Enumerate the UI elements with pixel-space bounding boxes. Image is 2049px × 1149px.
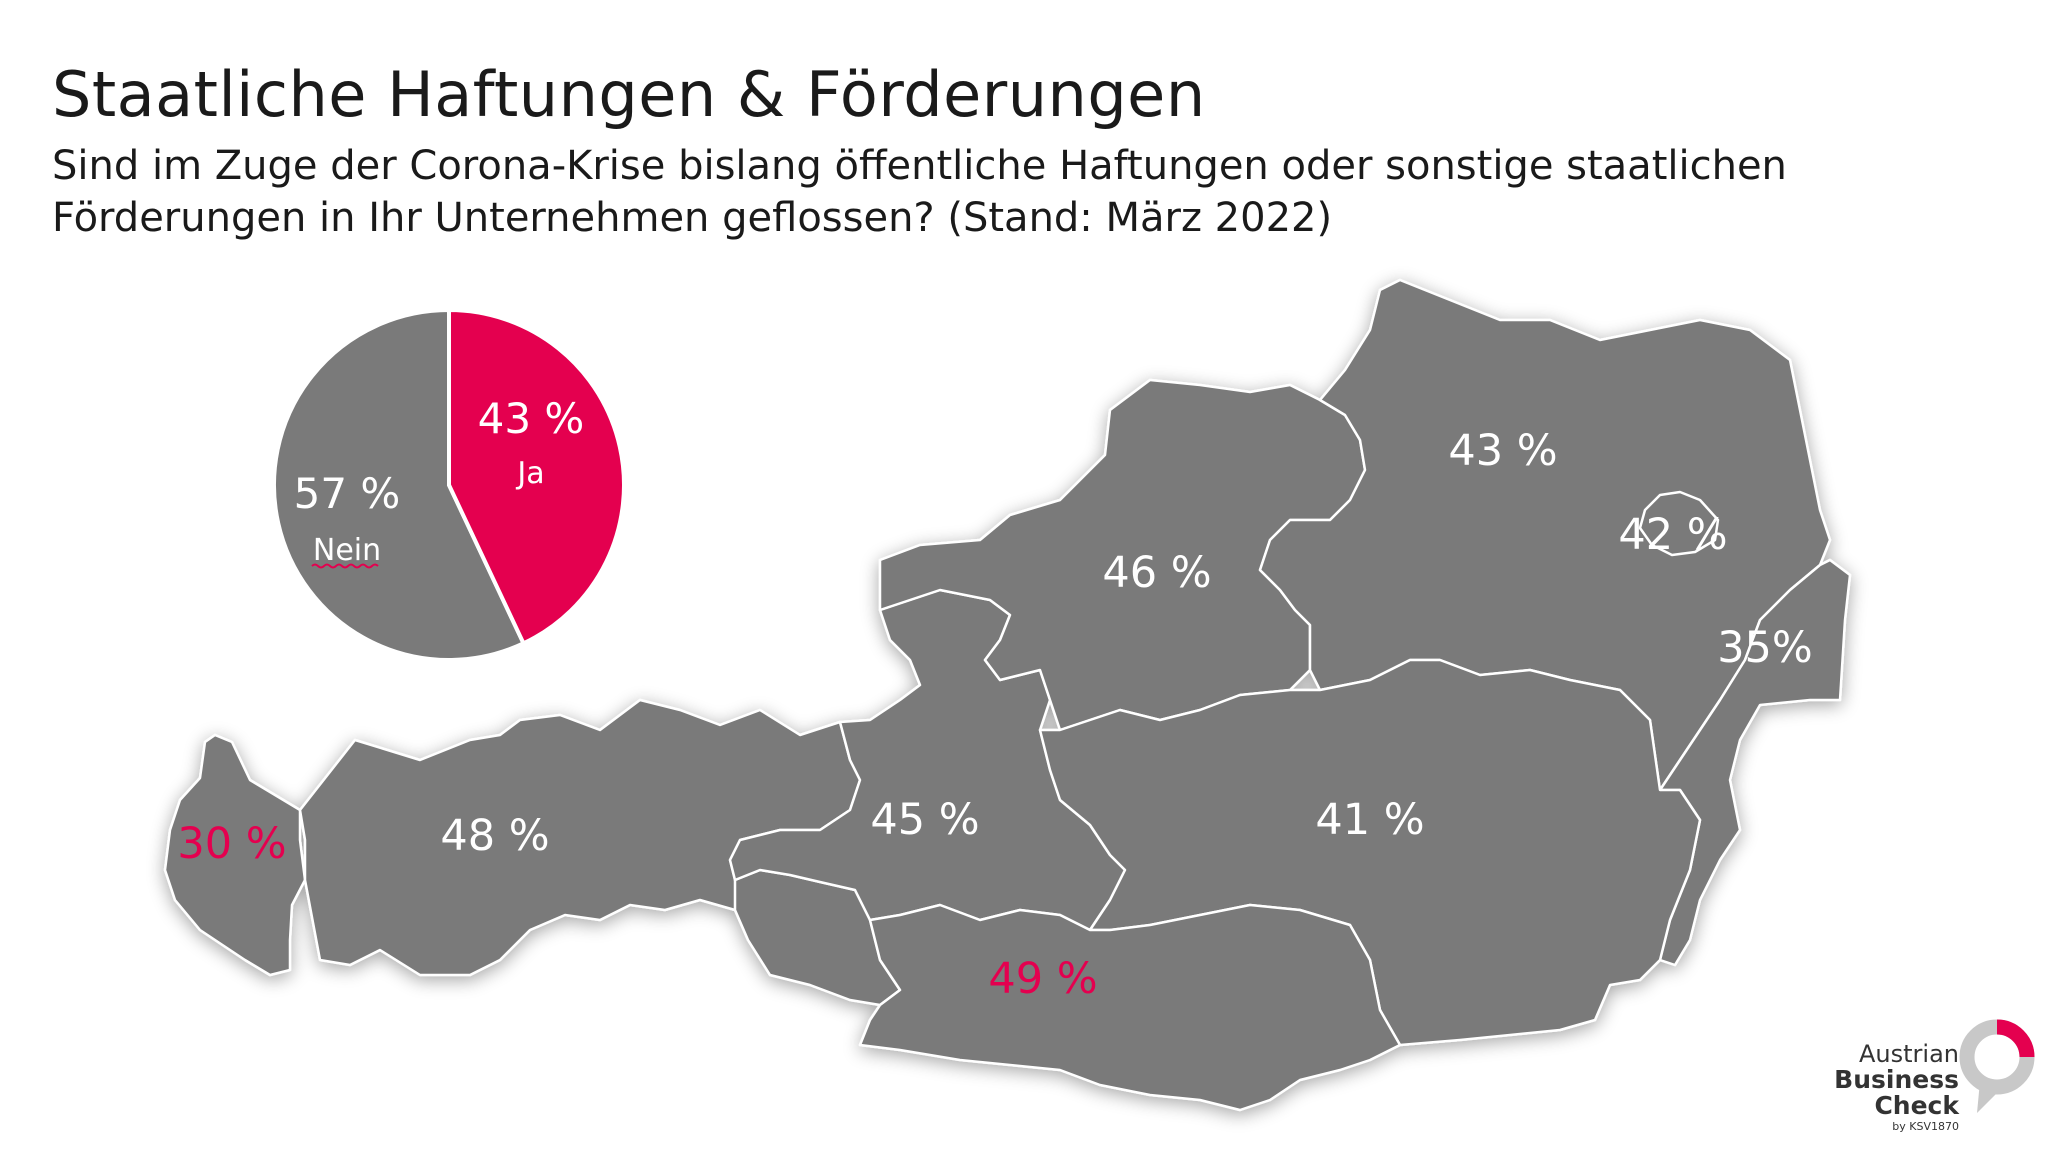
label-tirol: 48 % <box>440 811 549 861</box>
pie-yes-label: Ja <box>515 456 544 491</box>
label-oberoesterreich: 46 % <box>1102 548 1211 598</box>
pie-no-percent: 57 % <box>294 469 401 518</box>
label-salzburg: 45 % <box>870 795 979 845</box>
label-steiermark: 41 % <box>1315 795 1424 845</box>
brand-line4: by KSV1870 <box>1892 1120 1959 1133</box>
brand-logo: Austrian Business Check by KSV1870 <box>1819 999 2049 1149</box>
pie-slice-nein <box>272 307 527 662</box>
label-wien: 42 % <box>1618 510 1727 560</box>
pie-slice-ja <box>447 307 626 647</box>
brand-line2: Business <box>1834 1065 1959 1094</box>
label-burgenland: 35% <box>1717 623 1813 673</box>
brand-line1: Austrian <box>1859 1040 1959 1068</box>
pie-no-label: Nein <box>313 533 381 568</box>
map-title: Staatliche Haftungen & Förderungen <box>52 58 1206 131</box>
spellcheck-underline <box>311 563 379 569</box>
pie-yes-percent: 43 % <box>478 394 585 443</box>
region-burgenland <box>1658 558 1852 967</box>
brand-line3: Check <box>1874 1091 1959 1120</box>
label-kaernten: 49 % <box>988 954 1097 1004</box>
pie-chart: 43 % Ja 57 % Nein <box>272 307 626 662</box>
label-vorarlberg: 30 % <box>177 819 286 869</box>
brand-mark-icon <box>1959 1019 2035 1113</box>
label-niederoesterreich: 43 % <box>1448 426 1557 476</box>
region-steiermark <box>1038 658 1702 1047</box>
region-wien <box>1638 490 1720 557</box>
map-subtitle: Sind im Zuge der Corona-Krise bislang öf… <box>52 143 1787 241</box>
region-kaernten <box>858 903 1402 1112</box>
region-vorarlberg <box>163 733 307 977</box>
